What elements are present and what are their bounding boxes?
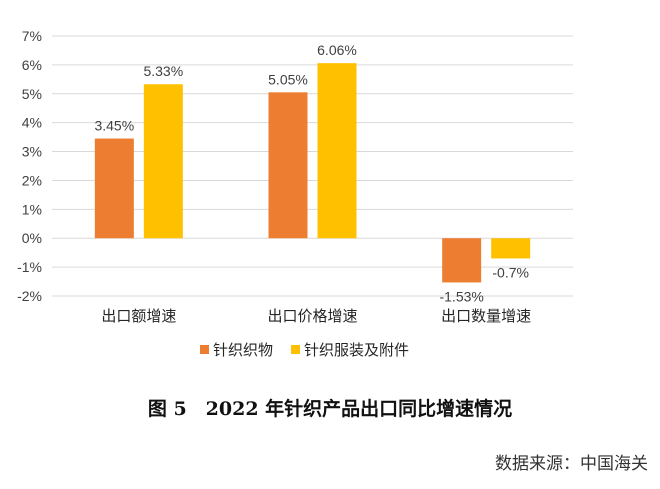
y-tick-label: 7% (22, 28, 42, 44)
data-label: 5.33% (143, 63, 183, 79)
legend-label-knitted-apparel: 针织服装及附件 (304, 342, 410, 359)
figure-caption: 图 5 2022 年针织产品出口同比增速情况 (147, 398, 513, 420)
y-tick-label: 1% (22, 201, 42, 217)
legend-label-knitted-fabric: 针织织物 (213, 342, 274, 359)
legend: 针织织物 针织服装及附件 (200, 339, 409, 360)
legend-swatch-knitted-apparel (291, 345, 301, 354)
bar-chart: 7% 6% 5% 4% 3% 2% 1% 0% -1% -2% 3.45% 5.33% 出口额增速 5.0… (17, 28, 573, 325)
data-label: 6.06% (317, 42, 357, 58)
data-source: 数据来源：中国海关 (495, 454, 648, 474)
y-tick-label: 2% (22, 172, 42, 188)
bar (317, 63, 357, 239)
data-label: -0.7% (492, 264, 529, 280)
y-tick-label: -1% (17, 259, 42, 275)
data-label: 3.45% (94, 118, 134, 134)
y-tick-label: 3% (22, 144, 42, 160)
data-label: -1.53% (439, 288, 483, 304)
bar (442, 238, 482, 283)
y-tick-label: 6% (22, 57, 42, 73)
bar (491, 238, 531, 259)
y-tick-label: -2% (17, 288, 42, 304)
x-category-label: 出口额增速 (101, 308, 176, 325)
legend-item-knitted-fabric: 针织织物 (200, 339, 273, 360)
y-tick-label: 0% (22, 230, 42, 246)
x-category-label: 出口价格增速 (267, 308, 357, 325)
legend-swatch-knitted-fabric (200, 345, 209, 354)
y-tick-label: 4% (22, 115, 42, 131)
bar (143, 84, 183, 239)
bar (268, 92, 308, 239)
y-tick-label: 5% (22, 86, 42, 102)
bar (94, 138, 134, 239)
x-category-label: 出口数量增速 (441, 308, 531, 325)
data-label: 5.05% (268, 71, 308, 87)
legend-item-knitted-apparel: 针织服装及附件 (291, 339, 409, 360)
